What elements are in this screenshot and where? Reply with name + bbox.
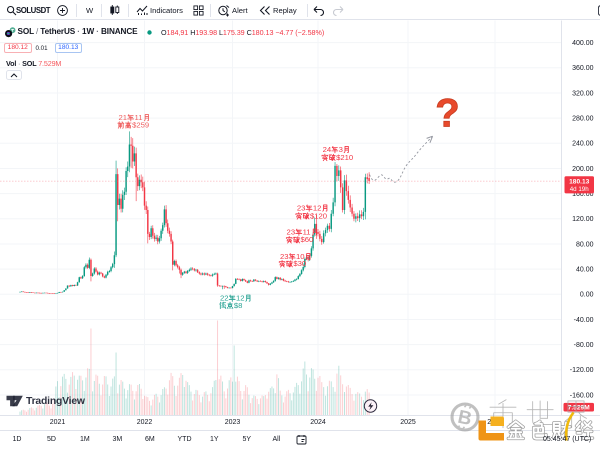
svg-text:11: 11 [303,228,311,237]
svg-text:$210: $210 [336,153,353,162]
svg-text:$8: $8 [234,301,243,310]
svg-text:160.00: 160.00 [572,191,594,198]
svg-text:11: 11 [135,113,143,122]
svg-text:200.00: 200.00 [572,166,594,173]
svg-text:10: 10 [296,252,305,261]
svg-text:4d 19h: 4d 19h [570,186,589,193]
svg-text:-120.00: -120.00 [570,367,594,374]
svg-text:TradingView: TradingView [26,396,86,407]
svg-text:23: 23 [287,228,296,237]
svg-text:360.00: 360.00 [572,65,594,72]
svg-text:80.00: 80.00 [576,241,594,248]
svg-text:12: 12 [313,203,322,212]
svg-text:2024: 2024 [310,419,326,426]
svg-text:180.13: 180.13 [569,179,590,186]
svg-text:$30: $30 [293,259,306,268]
svg-text:$259: $259 [132,121,149,130]
svg-text:$120: $120 [310,211,327,220]
svg-text:-40.00: -40.00 [574,317,594,324]
svg-text:-160.00: -160.00 [570,392,594,399]
svg-text:0.00: 0.00 [580,292,594,299]
svg-text:12: 12 [236,294,245,303]
svg-text:280.00: 280.00 [572,116,594,123]
svg-text:21: 21 [118,113,127,122]
svg-text:240.00: 240.00 [572,141,594,148]
svg-text:2023: 2023 [225,419,241,426]
svg-text:120.00: 120.00 [572,216,594,223]
svg-text:2025: 2025 [400,419,416,426]
svg-text:22: 22 [220,294,229,303]
svg-text:B: B [456,407,474,430]
svg-text:24: 24 [323,145,332,154]
svg-text:-80.00: -80.00 [574,342,594,349]
svg-text:2021: 2021 [50,419,66,426]
svg-text:?: ? [435,91,459,135]
svg-text:23: 23 [280,252,289,261]
svg-text:320.00: 320.00 [572,90,594,97]
svg-text:7.529M: 7.529M [568,405,591,412]
svg-text:2022: 2022 [137,419,153,426]
svg-text:23: 23 [297,203,306,212]
svg-text:$60: $60 [300,235,313,244]
svg-text:3: 3 [339,145,343,154]
svg-text:400.00: 400.00 [572,40,594,47]
svg-text:40.00: 40.00 [576,267,594,274]
